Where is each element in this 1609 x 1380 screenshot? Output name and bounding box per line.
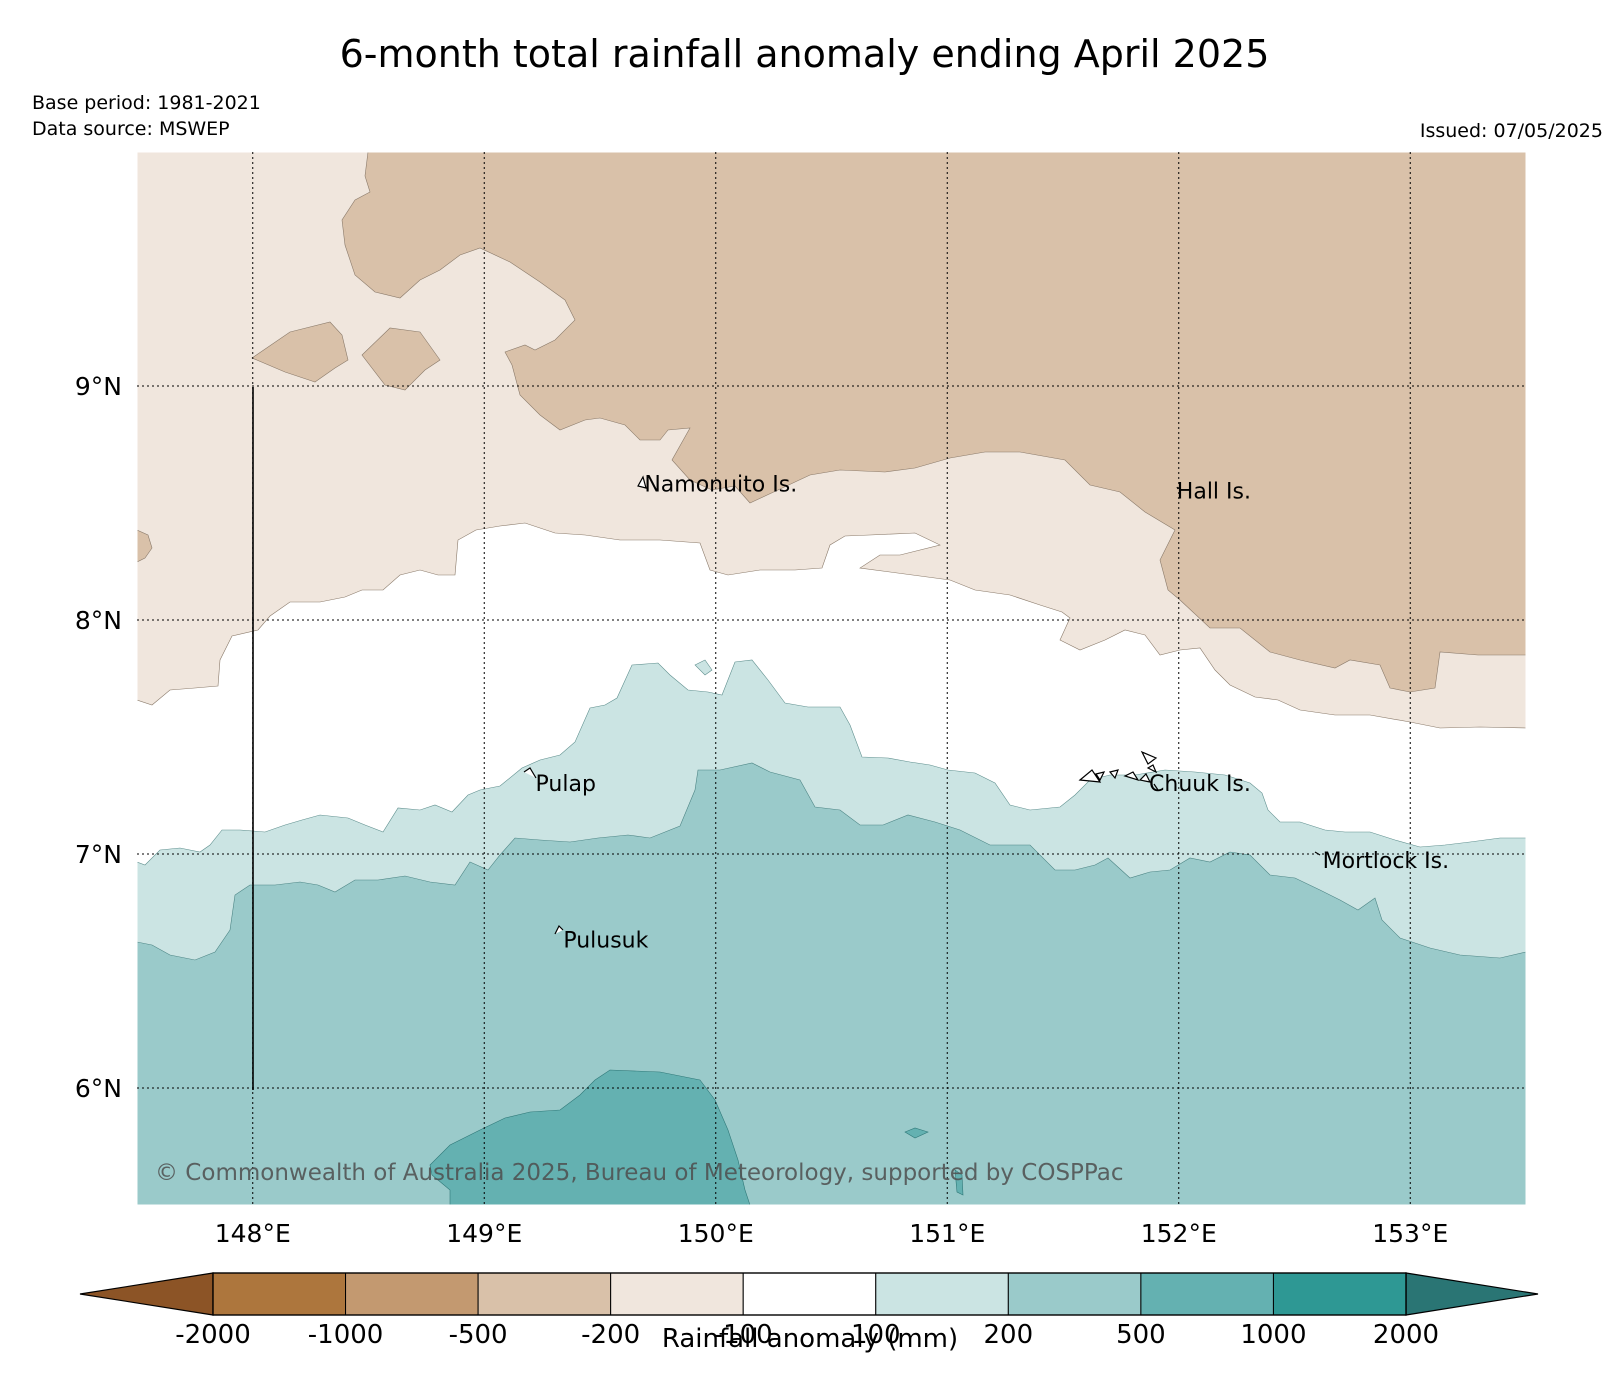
colorbar-tick-label: -100 bbox=[714, 1320, 773, 1350]
contour-band-500-1000 bbox=[954, 1169, 964, 1196]
colorbar-tick-label: 500 bbox=[1116, 1320, 1166, 1350]
colorbar-ticks: -2000 -1000 -500 -200 -100 100 200 500 1000 2000 bbox=[175, 1320, 1439, 1350]
island-hall bbox=[1176, 486, 1179, 490]
latitude-tick-label: 7°N bbox=[75, 840, 122, 869]
longitude-tick-label: 149°E bbox=[446, 1219, 522, 1248]
colorbar-tick-label: 1000 bbox=[1240, 1320, 1306, 1350]
place-label: Chuuk Is. bbox=[1149, 772, 1251, 797]
colorbar-bin bbox=[742, 1272, 877, 1316]
colorbar-bin bbox=[345, 1272, 479, 1316]
longitude-tick-label: 150°E bbox=[678, 1219, 754, 1248]
map-frame bbox=[136, 151, 1527, 1206]
longitude-tick-label: 151°E bbox=[909, 1219, 985, 1248]
place-label: Pulusuk bbox=[563, 929, 648, 954]
colorbar-bin bbox=[212, 1272, 347, 1316]
colorbar-bin bbox=[1272, 1272, 1407, 1316]
latitude-tick-label: 8°N bbox=[75, 606, 122, 635]
colorbar-tick-label: -200 bbox=[581, 1320, 640, 1350]
issued-date: Issued: 07/05/2025 bbox=[1419, 120, 1603, 142]
colorbar-bin bbox=[477, 1272, 612, 1316]
place-label: Mortlock Is. bbox=[1323, 849, 1449, 874]
colorbar-bin bbox=[1007, 1272, 1142, 1316]
copyright-notice: © Commonwealth of Australia 2025, Bureau… bbox=[155, 1160, 1124, 1186]
island-pulusuk bbox=[554, 924, 564, 935]
contour-layer bbox=[137, 152, 1526, 1205]
map-metadata: Base period: 1981-2021 Data source: MSWE… bbox=[32, 90, 261, 142]
island-mortlock bbox=[1314, 851, 1321, 856]
longitude-tick-label: 148°E bbox=[215, 1219, 291, 1248]
colorbar: -2000 -1000 -500 -200 -100 100 200 500 1000 2000 … bbox=[79, 1272, 1539, 1354]
island-chuuk bbox=[1078, 750, 1159, 791]
contour-band-500-1000 bbox=[904, 1127, 929, 1139]
colorbar-extend-high bbox=[1405, 1272, 1539, 1316]
colorbar-title: Rainfall anomaly (mm) bbox=[662, 1324, 958, 1354]
map-title: 6-month total rainfall anomaly ending Ap… bbox=[339, 32, 1270, 76]
colorbar-bin bbox=[875, 1272, 1009, 1316]
data-source-text: Data source: MSWEP bbox=[32, 118, 230, 140]
colorbar-bin bbox=[610, 1272, 744, 1316]
colorbar-tick-label: 2000 bbox=[1373, 1320, 1439, 1350]
latitude-tick-label: 6°N bbox=[75, 1074, 122, 1103]
place-label: Namonuito Is. bbox=[644, 472, 797, 497]
colorbar-bin bbox=[1140, 1272, 1274, 1316]
colorbar-tick-label: 100 bbox=[851, 1320, 901, 1350]
contour-band-neg500-neg200 bbox=[341, 152, 1526, 693]
colorbar-tick-label: -1000 bbox=[308, 1320, 384, 1350]
longitude-tick-label: 153°E bbox=[1372, 1219, 1448, 1248]
longitude-tick-label: 152°E bbox=[1141, 1219, 1217, 1248]
colorbar-outline bbox=[212, 1272, 1407, 1316]
colorbar-bins bbox=[79, 1272, 1539, 1316]
axis-labels: 148°E 149°E 150°E 151°E 152°E 153°E 9°N 8°N 7°N 6… bbox=[75, 372, 1448, 1248]
colorbar-tick-label: -2000 bbox=[175, 1320, 251, 1350]
contour-band-neg500-neg200 bbox=[251, 321, 349, 383]
colorbar-tick-label: -500 bbox=[449, 1320, 508, 1350]
colorbar-extend-low bbox=[79, 1272, 214, 1316]
island-namonuito bbox=[637, 475, 647, 489]
contour-band-neg500-neg200 bbox=[137, 529, 153, 563]
contour-band-100-200 bbox=[694, 659, 713, 676]
place-labels: Namonuito Is. Hall Is. Pulap Chuuk Is. Mortl… bbox=[536, 472, 1450, 953]
colorbar-tick-label: 200 bbox=[984, 1320, 1034, 1350]
place-label: Hall Is. bbox=[1177, 479, 1251, 504]
place-label: Pulap bbox=[536, 772, 596, 797]
base-period-text: Base period: 1981-2021 bbox=[32, 92, 261, 114]
latitude-tick-label: 9°N bbox=[75, 372, 122, 401]
island-outlines bbox=[523, 475, 1321, 935]
island-pulap bbox=[523, 767, 537, 779]
